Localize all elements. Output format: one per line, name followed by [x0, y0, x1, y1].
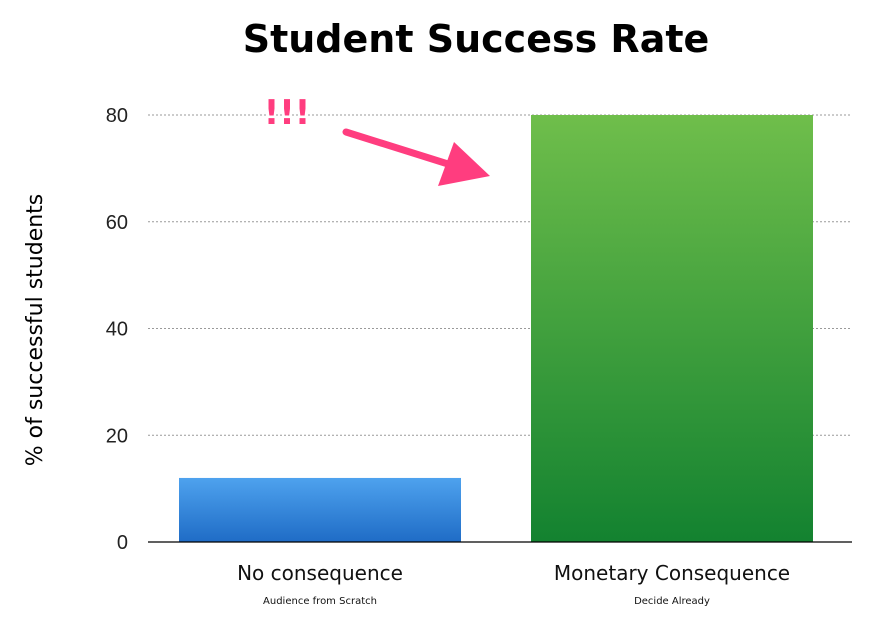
y-tick-label: 80	[106, 105, 128, 127]
gridlines	[148, 114, 852, 436]
y-axis-label: % of successful students	[23, 194, 48, 467]
category-labels: No consequence Audience from Scratch Monet…	[237, 561, 790, 607]
y-tick-label: 0	[117, 532, 128, 554]
bar-no-consequence	[179, 477, 461, 542]
category-sublabel: Decide Already	[634, 596, 710, 607]
y-tick-label: 60	[106, 212, 128, 234]
bars	[179, 115, 813, 542]
y-tick-label: 40	[106, 319, 128, 341]
category-label: Monetary Consequence	[554, 561, 790, 585]
y-tick-labels: 0 20 40 60 80	[106, 105, 128, 554]
chart-title: Student Success Rate	[243, 17, 710, 61]
category-sublabel: Audience from Scratch	[263, 596, 377, 607]
category-label: No consequence	[237, 561, 403, 585]
y-tick-label: 20	[106, 425, 128, 447]
bar-monetary-consequence	[531, 115, 813, 542]
annotation-arrow-icon	[342, 128, 490, 186]
annotation: !!!	[262, 92, 490, 186]
annotation-exclamation: !!!	[264, 93, 311, 133]
